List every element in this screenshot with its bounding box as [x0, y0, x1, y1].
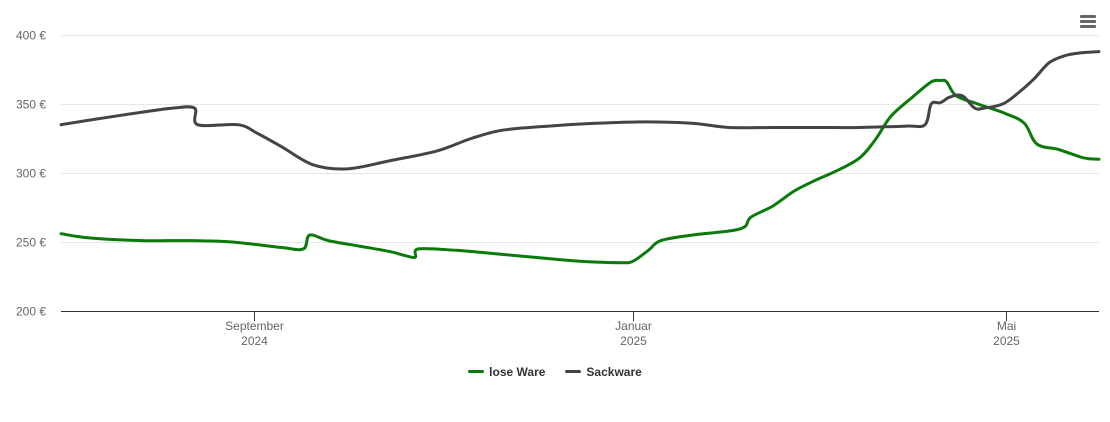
- legend-item[interactable]: lose Ware: [468, 365, 545, 379]
- legend-item[interactable]: Sackware: [565, 364, 642, 379]
- x-tick-month-label: Januar: [615, 319, 652, 333]
- legend: lose Ware Sackware: [0, 362, 1110, 379]
- grid-lines: [61, 35, 1099, 243]
- series-line-0: [59, 78, 1101, 265]
- y-tick-label: 200 €: [16, 305, 46, 319]
- legend-label: Sackware: [586, 364, 642, 379]
- legend-label: lose Ware: [489, 364, 546, 379]
- x-tick-year-label: 2024: [241, 334, 268, 348]
- series-line-1: [59, 50, 1101, 171]
- y-tick-label: 250 €: [16, 236, 46, 250]
- y-tick-label: 350 €: [16, 98, 46, 112]
- legend-swatch: [468, 370, 485, 373]
- hamburger-menu-icon[interactable]: [1076, 11, 1100, 33]
- x-tick-year-label: 2025: [620, 334, 647, 348]
- series-lines: [59, 50, 1101, 265]
- legend-swatch: [565, 370, 582, 373]
- x-tick-month-label: Mai: [997, 319, 1016, 333]
- y-tick-label: 400 €: [16, 29, 46, 43]
- x-tick-month-label: September: [225, 319, 284, 333]
- y-axis-ticks: 200 € 250 € 300 € 350 € 400 €: [16, 29, 46, 319]
- y-tick-label: 300 €: [16, 167, 46, 181]
- x-tick-year-label: 2025: [993, 334, 1020, 348]
